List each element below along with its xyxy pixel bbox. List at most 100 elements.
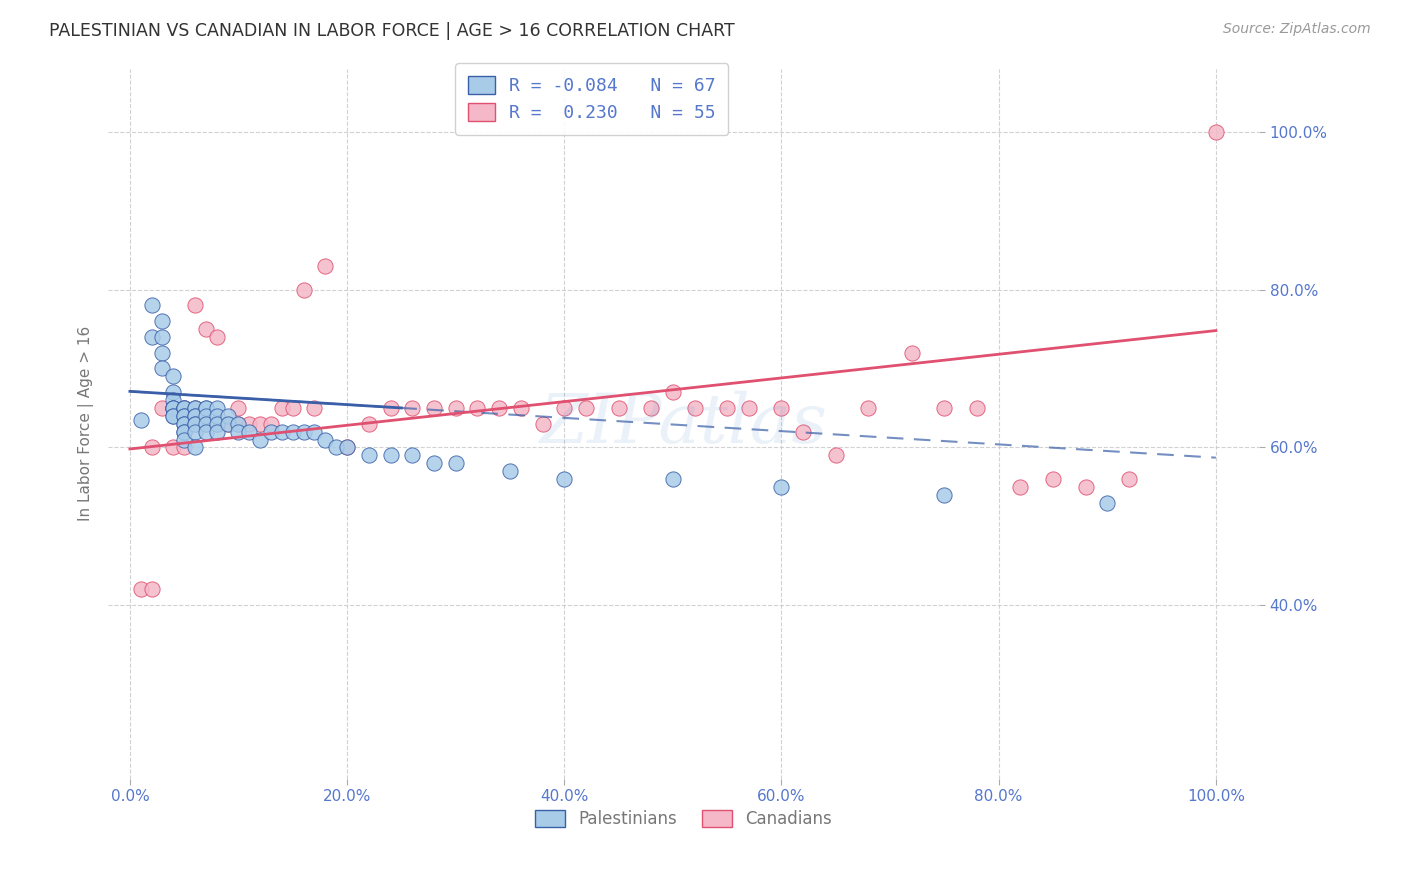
Point bbox=[336, 441, 359, 455]
Point bbox=[162, 441, 184, 455]
Point bbox=[292, 425, 315, 439]
Point bbox=[173, 401, 195, 415]
Point bbox=[824, 448, 846, 462]
Point bbox=[162, 385, 184, 400]
Point bbox=[380, 448, 402, 462]
Point bbox=[607, 401, 630, 415]
Point bbox=[141, 582, 163, 597]
Point bbox=[162, 392, 184, 407]
Point bbox=[141, 330, 163, 344]
Point bbox=[467, 401, 489, 415]
Point bbox=[194, 409, 217, 423]
Point bbox=[770, 480, 793, 494]
Point bbox=[531, 417, 554, 431]
Point bbox=[152, 345, 174, 359]
Point bbox=[380, 401, 402, 415]
Point bbox=[184, 409, 207, 423]
Point bbox=[357, 417, 380, 431]
Point bbox=[228, 417, 250, 431]
Point bbox=[281, 425, 304, 439]
Point bbox=[858, 401, 880, 415]
Point bbox=[249, 417, 271, 431]
Point bbox=[934, 401, 956, 415]
Point bbox=[184, 417, 207, 431]
Point bbox=[184, 417, 207, 431]
Point bbox=[662, 472, 685, 486]
Point bbox=[184, 409, 207, 423]
Point bbox=[141, 298, 163, 312]
Point bbox=[304, 425, 326, 439]
Point bbox=[184, 401, 207, 415]
Point bbox=[162, 401, 184, 415]
Point bbox=[205, 409, 228, 423]
Point bbox=[401, 401, 423, 415]
Point bbox=[509, 401, 531, 415]
Point bbox=[162, 409, 184, 423]
Point bbox=[173, 401, 195, 415]
Point bbox=[292, 283, 315, 297]
Point bbox=[238, 425, 260, 439]
Point bbox=[194, 401, 217, 415]
Text: ZIPatlas: ZIPatlas bbox=[540, 391, 828, 457]
Point bbox=[553, 472, 575, 486]
Point bbox=[173, 401, 195, 415]
Point bbox=[238, 417, 260, 431]
Point bbox=[423, 456, 446, 470]
Point bbox=[281, 401, 304, 415]
Point bbox=[738, 401, 761, 415]
Point bbox=[228, 401, 250, 415]
Point bbox=[152, 361, 174, 376]
Point bbox=[336, 441, 359, 455]
Point bbox=[271, 425, 294, 439]
Point bbox=[162, 401, 184, 415]
Point bbox=[314, 259, 336, 273]
Point bbox=[1097, 496, 1119, 510]
Point bbox=[499, 464, 522, 478]
Point bbox=[304, 401, 326, 415]
Point bbox=[1118, 472, 1140, 486]
Point bbox=[173, 401, 195, 415]
Point bbox=[205, 330, 228, 344]
Point bbox=[423, 401, 446, 415]
Point bbox=[129, 582, 152, 597]
Point bbox=[173, 417, 195, 431]
Point bbox=[401, 448, 423, 462]
Point bbox=[184, 401, 207, 415]
Point bbox=[683, 401, 706, 415]
Point bbox=[141, 441, 163, 455]
Point bbox=[184, 425, 207, 439]
Point bbox=[444, 401, 467, 415]
Point bbox=[173, 433, 195, 447]
Point bbox=[488, 401, 510, 415]
Point bbox=[314, 433, 336, 447]
Point bbox=[162, 401, 184, 415]
Point bbox=[228, 417, 250, 431]
Point bbox=[173, 409, 195, 423]
Point bbox=[444, 456, 467, 470]
Point bbox=[194, 401, 217, 415]
Point bbox=[217, 417, 239, 431]
Point bbox=[173, 425, 195, 439]
Point bbox=[901, 345, 924, 359]
Point bbox=[205, 425, 228, 439]
Point bbox=[934, 488, 956, 502]
Point bbox=[1010, 480, 1032, 494]
Point bbox=[1042, 472, 1064, 486]
Point bbox=[217, 417, 239, 431]
Point bbox=[205, 417, 228, 431]
Point bbox=[205, 417, 228, 431]
Point bbox=[217, 409, 239, 423]
Point bbox=[575, 401, 598, 415]
Point bbox=[152, 401, 174, 415]
Point bbox=[194, 425, 217, 439]
Point bbox=[249, 433, 271, 447]
Point bbox=[716, 401, 738, 415]
Point bbox=[173, 409, 195, 423]
Point bbox=[792, 425, 814, 439]
Point bbox=[194, 417, 217, 431]
Point bbox=[162, 369, 184, 384]
Text: PALESTINIAN VS CANADIAN IN LABOR FORCE | AGE > 16 CORRELATION CHART: PALESTINIAN VS CANADIAN IN LABOR FORCE |… bbox=[49, 22, 735, 40]
Point bbox=[162, 409, 184, 423]
Point bbox=[640, 401, 662, 415]
Point bbox=[173, 441, 195, 455]
